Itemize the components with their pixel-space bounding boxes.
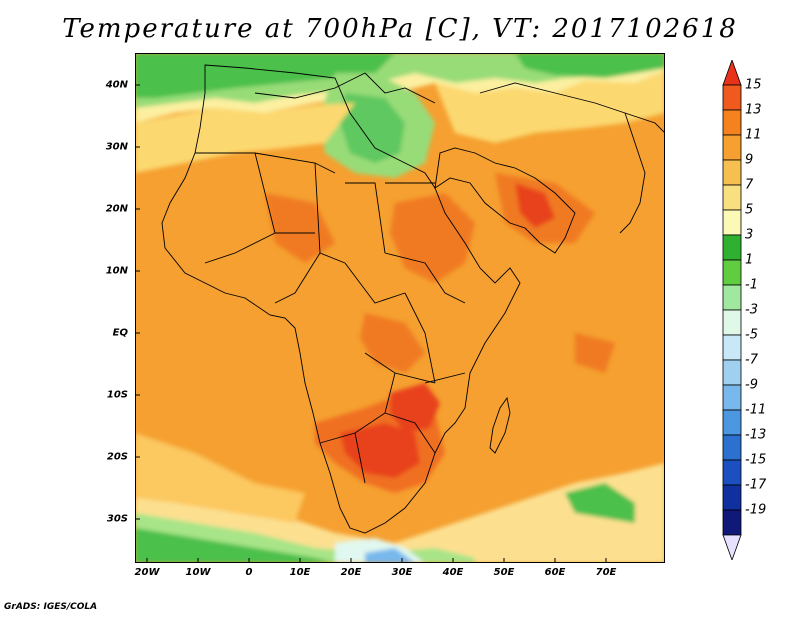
color-bar-box — [722, 434, 742, 461]
lat-label-20s: 20S — [106, 451, 128, 463]
lon-label-30e: 30E — [391, 567, 413, 578]
color-bar-box — [722, 459, 742, 486]
lat-label-20n: 20N — [105, 203, 128, 215]
lat-label-30n: 30N — [105, 141, 128, 153]
lat-label-10s: 10S — [106, 389, 128, 401]
lon-label-20w: 20W — [134, 567, 160, 578]
color-bar-label: -15 — [745, 452, 767, 468]
temperature-field-map — [135, 53, 665, 563]
color-bar-label: -11 — [745, 402, 767, 418]
lon-label-60e: 60E — [544, 567, 566, 578]
lon-label-70e: 70E — [595, 567, 617, 578]
color-bar-label: -9 — [745, 377, 758, 393]
chart-title: Temperature at 700hPa [C], VT: 201710261… — [62, 14, 738, 44]
color-bar-box — [722, 259, 742, 286]
color-bar-arrow-top — [722, 60, 742, 86]
color-bar-box — [722, 409, 742, 436]
lat-label-10n: 10N — [105, 265, 128, 277]
color-bar-label: -1 — [745, 277, 758, 293]
lat-label-40n: 40N — [105, 79, 128, 91]
color-bar-box — [722, 384, 742, 411]
color-bar-box — [722, 209, 742, 236]
color-bar-box — [722, 309, 742, 336]
color-bar-box — [722, 484, 742, 511]
color-bar-label: 13 — [745, 102, 762, 118]
grads-credit: GrADS: IGES/COLA — [4, 602, 98, 612]
coastlines — [161, 64, 665, 534]
color-bar-box — [722, 159, 742, 186]
color-bar-box — [722, 134, 742, 161]
color-bar-box — [722, 334, 742, 361]
lon-label-20e: 20E — [340, 567, 362, 578]
lon-label-10e: 10E — [289, 567, 311, 578]
map-frame — [135, 53, 665, 563]
color-bar-label: -7 — [745, 352, 758, 368]
color-bar-label: -17 — [745, 477, 767, 493]
lon-label-40e: 40E — [442, 567, 464, 578]
color-bar-box — [722, 109, 742, 136]
color-bar-label: -13 — [745, 427, 767, 443]
lon-label-10w: 10W — [185, 567, 211, 578]
color-bar-label: -3 — [745, 302, 758, 318]
color-bar-label: 5 — [745, 202, 754, 218]
color-bar-box — [722, 84, 742, 111]
color-bar-label: 7 — [745, 177, 754, 193]
color-bar-box — [722, 234, 742, 261]
color-bar-label: 9 — [745, 152, 754, 168]
axis-ticks — [135, 84, 607, 563]
color-bar-label: 11 — [745, 127, 762, 143]
color-bar-box — [722, 184, 742, 211]
lat-label-30s: 30S — [106, 513, 128, 525]
color-bar-label: 1 — [745, 252, 754, 268]
lon-label-0: 0 — [245, 567, 253, 578]
map-panel — [135, 53, 665, 563]
color-bar — [722, 60, 742, 560]
color-bar-label: -5 — [745, 327, 758, 343]
color-bar-label: 15 — [745, 77, 762, 93]
color-bar-label: 3 — [745, 227, 754, 243]
color-bar-box — [722, 509, 742, 536]
color-bar-box — [722, 359, 742, 386]
color-bar-box — [722, 284, 742, 311]
color-bar-arrow-bottom — [722, 534, 742, 560]
lat-label-eq: EQ — [112, 327, 128, 339]
lon-label-50e: 50E — [493, 567, 515, 578]
color-bar-label: -19 — [745, 502, 767, 518]
